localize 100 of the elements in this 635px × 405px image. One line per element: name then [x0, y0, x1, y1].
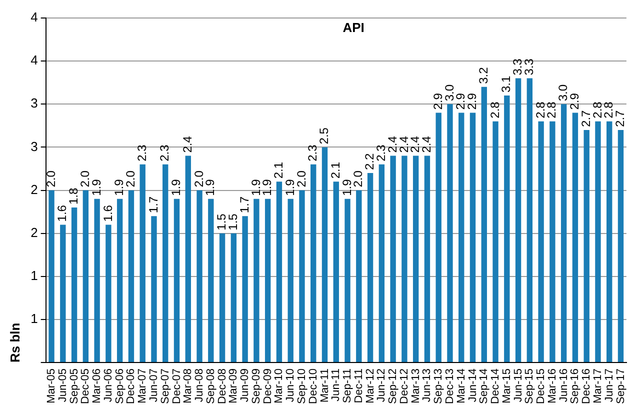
data-label: 1.9 [112, 178, 126, 196]
x-tick-label: Jun-09 [239, 368, 252, 402]
data-label: 2.0 [78, 170, 92, 188]
bar [230, 233, 237, 362]
data-label: 2.9 [568, 92, 582, 110]
x-tick-label: Dec-11 [352, 368, 365, 404]
bar [48, 190, 54, 362]
bar [185, 156, 191, 362]
x-tick-label: Jun-11 [330, 368, 342, 402]
y-axis-title: Rs bln [7, 322, 22, 363]
bar [242, 216, 248, 362]
x-tick-label: Sep-16 [569, 368, 582, 404]
bar [356, 190, 362, 362]
y-tick-label: 2 [30, 224, 38, 240]
x-tick-label: Sep-15 [524, 368, 536, 404]
data-label: 1.9 [169, 178, 184, 196]
x-tick-label: Mar-14 [455, 368, 468, 404]
bar [196, 190, 202, 362]
x-tick-label: Dec-10 [307, 368, 320, 404]
y-tick-label: 4 [30, 52, 38, 68]
data-label: 3.0 [556, 84, 570, 102]
y-tick-label: 1 [30, 268, 38, 283]
x-tick-label: Dec-12 [398, 368, 410, 404]
bar [595, 121, 601, 362]
data-label: 2.7 [613, 110, 628, 127]
data-label: 1.9 [248, 178, 263, 196]
bar [470, 112, 476, 362]
bar [378, 164, 385, 362]
x-tick-label: Sep-12 [387, 368, 400, 404]
data-label: 1.6 [100, 204, 115, 222]
bar [264, 198, 271, 362]
bar [481, 86, 487, 362]
x-tick-label: Jun-07 [148, 368, 160, 402]
bar [128, 190, 134, 362]
x-tick-label: Jun-14 [466, 368, 479, 402]
data-label: 1.7 [237, 196, 252, 214]
x-tick-label: Mar-16 [546, 368, 558, 404]
x-tick-label: Sep-13 [432, 368, 445, 404]
bar [219, 233, 226, 362]
bar [106, 224, 112, 362]
data-label: 2.3 [158, 144, 172, 162]
bar [560, 104, 567, 362]
bar [310, 164, 316, 362]
x-tick-label: Dec-08 [216, 368, 228, 404]
x-tick-label: Mar-08 [182, 368, 194, 404]
x-tick-label: Mar-11 [318, 368, 331, 403]
data-label: 2.8 [590, 101, 604, 118]
bar [276, 182, 282, 362]
bar [424, 156, 430, 362]
x-tick-label: Jun-13 [421, 368, 434, 402]
data-label: 2.0 [294, 170, 308, 188]
bar [402, 156, 408, 362]
x-tick-label: Mar-10 [273, 368, 286, 404]
data-label: 2.4 [385, 136, 400, 153]
y-tick-label: 1 [30, 311, 38, 326]
data-label: 1.9 [260, 178, 274, 196]
x-tick-label: Mar-05 [46, 368, 58, 404]
data-label: 2.4 [420, 136, 434, 153]
x-tick-label: Sep-10 [296, 368, 308, 404]
data-label: 1.9 [340, 178, 354, 196]
bar [116, 198, 123, 362]
x-tick-label: Sep-08 [204, 368, 217, 404]
data-label: 2.9 [465, 92, 480, 110]
bar [254, 198, 260, 362]
x-tick-label: Dec-15 [535, 368, 548, 404]
bar [82, 190, 89, 362]
bar [618, 130, 624, 362]
data-label: 2.0 [44, 170, 58, 188]
data-label: 1.6 [55, 204, 70, 222]
x-tick-label: Mar-15 [500, 368, 513, 404]
bar [299, 190, 305, 362]
chart-title: API [342, 20, 364, 36]
x-tick-label: Mar-12 [364, 368, 376, 404]
bar [606, 121, 612, 362]
bar [322, 147, 328, 362]
bar [412, 156, 419, 362]
bar [94, 198, 100, 362]
bar [504, 96, 510, 362]
bar [526, 78, 533, 362]
data-label: 2.8 [488, 101, 502, 118]
bar [151, 216, 157, 362]
x-tick-label: Jun-17 [603, 368, 616, 402]
bar [515, 78, 522, 362]
data-label: 3.2 [476, 66, 490, 84]
x-tick-label: Dec-09 [262, 368, 274, 404]
bar [344, 198, 350, 362]
y-tick-label: 3 [30, 96, 38, 111]
data-label: 2.7 [578, 110, 593, 127]
x-tick-label: Dec-16 [580, 368, 593, 404]
bar [447, 104, 453, 362]
x-tick-label: Jun-12 [376, 368, 388, 402]
x-tick-label: Sep-07 [159, 368, 172, 404]
bar [288, 198, 294, 362]
bar [60, 224, 66, 362]
x-tick-label: Sep-17 [614, 368, 627, 404]
data-label: 2.8 [533, 101, 548, 118]
bar [162, 164, 168, 362]
data-label: 2.9 [454, 92, 468, 110]
bar [208, 198, 214, 362]
x-tick-label: Sep-05 [68, 368, 80, 404]
